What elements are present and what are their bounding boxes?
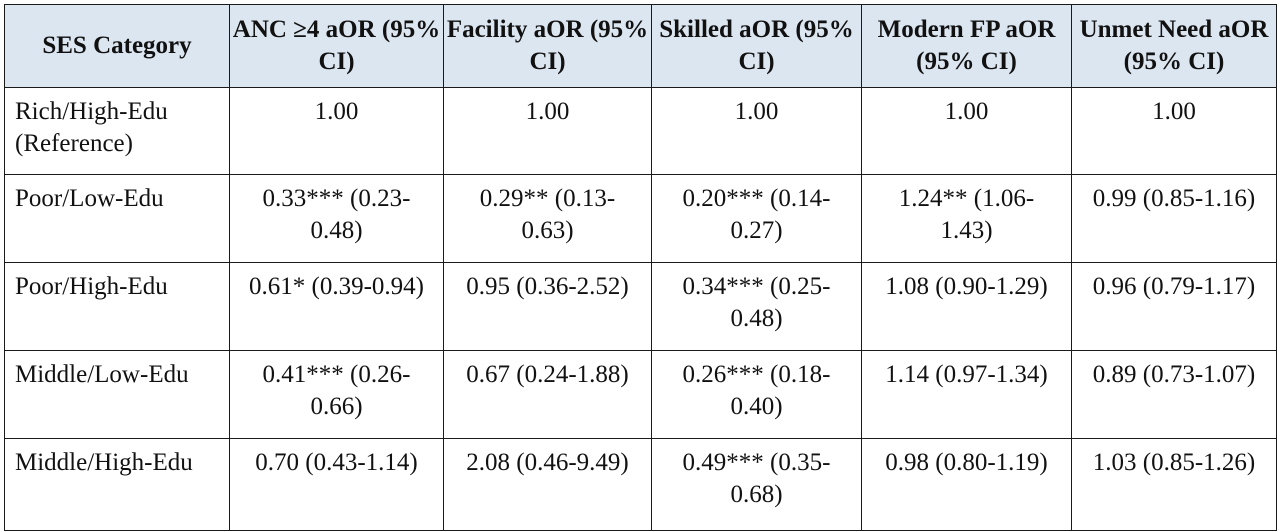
table-row: Middle/High-Edu 0.70 (0.43-1.14) 2.08 (0… — [4, 438, 1277, 531]
header-ses-category: SES Category — [4, 4, 230, 88]
cell-skilled: 0.20*** (0.14-0.27) — [651, 174, 862, 263]
cell-modern-fp: 0.98 (0.80-1.19) — [861, 438, 1072, 531]
cell-unmet-need: 1.03 (0.85-1.26) — [1071, 438, 1277, 531]
header-facility: Facility aOR (95% CI) — [443, 4, 652, 88]
header-row: SES Category ANC ≥4 aOR (95% CI) Facilit… — [4, 4, 1277, 88]
header-skilled: Skilled aOR (95% CI) — [651, 4, 862, 88]
cell-skilled: 0.49*** (0.35-0.68) — [651, 438, 862, 531]
header-unmet-need: Unmet Need aOR (95% CI) — [1071, 4, 1277, 88]
cell-unmet-need: 0.99 (0.85-1.16) — [1071, 174, 1277, 263]
cell-unmet-need: 0.96 (0.79-1.17) — [1071, 262, 1277, 351]
cell-anc: 0.41*** (0.26-0.66) — [229, 350, 444, 439]
cell-facility: 0.95 (0.36-2.52) — [443, 262, 652, 351]
cell-facility: 2.08 (0.46-9.49) — [443, 438, 652, 531]
cell-skilled: 0.34*** (0.25-0.48) — [651, 262, 862, 351]
cell-modern-fp: 1.14 (0.97-1.34) — [861, 350, 1072, 439]
cell-anc: 0.61* (0.39-0.94) — [229, 262, 444, 351]
table-row: Poor/High-Edu 0.61* (0.39-0.94) 0.95 (0.… — [4, 262, 1277, 351]
cell-skilled: 1.00 — [651, 87, 862, 175]
cell-facility: 0.67 (0.24-1.88) — [443, 350, 652, 439]
cell-unmet-need: 1.00 — [1071, 87, 1277, 175]
row-category: Poor/High-Edu — [4, 262, 230, 351]
cell-skilled: 0.26*** (0.18-0.40) — [651, 350, 862, 439]
table-header: SES Category ANC ≥4 aOR (95% CI) Facilit… — [4, 4, 1277, 88]
cell-unmet-need: 0.89 (0.73-1.07) — [1071, 350, 1277, 439]
table-row: Middle/Low-Edu 0.41*** (0.26-0.66) 0.67 … — [4, 350, 1277, 439]
cell-anc: 0.70 (0.43-1.14) — [229, 438, 444, 531]
ses-odds-ratio-table: SES Category ANC ≥4 aOR (95% CI) Facilit… — [4, 4, 1277, 531]
cell-modern-fp: 1.24** (1.06-1.43) — [861, 174, 1072, 263]
table-row: Rich/High-Edu (Reference) 1.00 1.00 1.00… — [4, 87, 1277, 175]
row-category: Poor/Low-Edu — [4, 174, 230, 263]
row-category: Rich/High-Edu (Reference) — [4, 87, 230, 175]
cell-modern-fp: 1.08 (0.90-1.29) — [861, 262, 1072, 351]
header-modern-fp: Modern FP aOR (95% CI) — [861, 4, 1072, 88]
cell-modern-fp: 1.00 — [861, 87, 1072, 175]
cell-anc: 1.00 — [229, 87, 444, 175]
header-anc: ANC ≥4 aOR (95% CI) — [229, 4, 444, 88]
row-category: Middle/Low-Edu — [4, 350, 230, 439]
row-category: Middle/High-Edu — [4, 438, 230, 531]
table-body: Rich/High-Edu (Reference) 1.00 1.00 1.00… — [4, 87, 1277, 531]
cell-facility: 1.00 — [443, 87, 652, 175]
cell-facility: 0.29** (0.13-0.63) — [443, 174, 652, 263]
cell-anc: 0.33*** (0.23-0.48) — [229, 174, 444, 263]
table-row: Poor/Low-Edu 0.33*** (0.23-0.48) 0.29** … — [4, 174, 1277, 263]
